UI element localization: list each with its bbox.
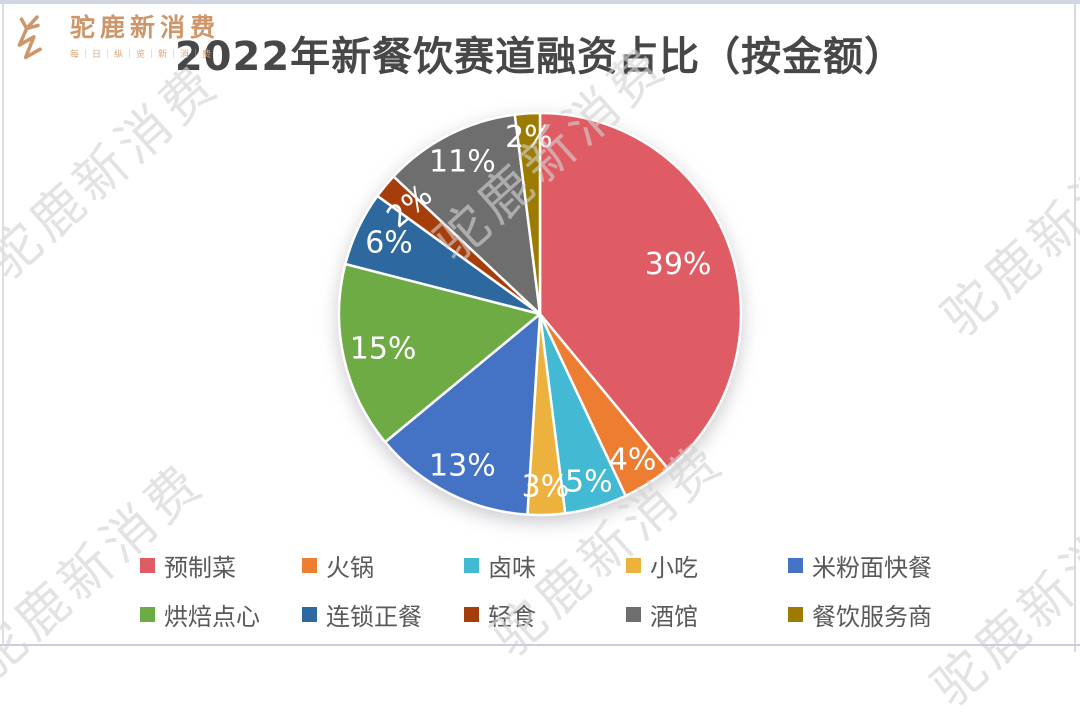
pie-slice-1 (538, 111, 743, 471)
legend-marker-2 (302, 558, 317, 573)
legend-marker-4 (626, 558, 641, 573)
pie-label-7: 6% (365, 226, 413, 261)
legend-label-10: 餐饮服务商 (812, 603, 932, 631)
legend-item-10: 餐饮服务商 (788, 597, 932, 632)
legend-marker-6 (140, 607, 155, 622)
chart-title: 2022年新餐饮赛道融资占比（按金额） (174, 34, 906, 80)
legend-marker-8 (464, 607, 479, 622)
brand-tagline: 每｜日｜纵｜览｜新｜消｜费 (70, 49, 214, 60)
legend-label-9: 酒馆 (650, 603, 698, 631)
legend-item-5: 米粉面快餐 (788, 548, 932, 583)
legend-marker-7 (302, 607, 317, 622)
legend-label-2: 火锅 (326, 554, 374, 582)
legend-item-2: 火锅 (302, 548, 464, 583)
pie-label-4: 3% (522, 469, 570, 504)
pie-slice-10 (513, 111, 542, 316)
brand-logo: 驼鹿新消费 每｜日｜纵｜览｜新｜消｜费 (12, 14, 220, 72)
legend-label-4: 小吃 (650, 554, 698, 582)
legend-label-5: 米粉面快餐 (812, 554, 932, 582)
legend-label-1: 预制菜 (164, 554, 236, 582)
pie-slices (337, 111, 743, 517)
legend-marker-3 (464, 558, 479, 573)
moose-logo-icon (17, 15, 42, 60)
pie-label-9: 11% (429, 144, 496, 179)
legend-label-7: 连锁正餐 (326, 603, 422, 631)
legend-item-9: 酒馆 (626, 597, 788, 632)
legend-item-6: 烘焙点心 (140, 597, 302, 632)
pie-label-6: 15% (350, 332, 417, 367)
legend-marker-10 (788, 607, 803, 622)
legend-item-8: 轻食 (464, 597, 626, 632)
chart-legend: 预制菜 火锅 卤味 小吃 米粉面快餐烘焙点心 连锁正餐 轻食 酒馆 餐饮服务商 (140, 548, 932, 632)
pie-slice-5 (383, 312, 542, 516)
legend-item-3: 卤味 (464, 548, 626, 583)
pie-slice-9 (392, 113, 542, 316)
legend-label-6: 烘焙点心 (164, 603, 260, 631)
pie-chart: 39%4%5%3%13%15%6%2%11%2% (337, 111, 743, 517)
pie-slice-6 (337, 262, 542, 444)
legend-item-4: 小吃 (626, 548, 788, 583)
pie-label-5: 13% (429, 449, 496, 484)
pie-label-3: 5% (565, 464, 613, 499)
legend-label-3: 卤味 (488, 554, 536, 582)
pie-label-2: 4% (609, 443, 657, 478)
legend-item-7: 连锁正餐 (302, 597, 464, 632)
pie-label-1: 39% (645, 247, 712, 282)
pie-label-10: 2% (505, 120, 553, 155)
legend-label-8: 轻食 (488, 603, 536, 631)
legend-marker-1 (140, 558, 155, 573)
legend-item-1: 预制菜 (140, 548, 302, 583)
legend-marker-9 (626, 607, 641, 622)
legend-marker-5 (788, 558, 803, 573)
brand-name: 驼鹿新消费 (70, 13, 221, 42)
